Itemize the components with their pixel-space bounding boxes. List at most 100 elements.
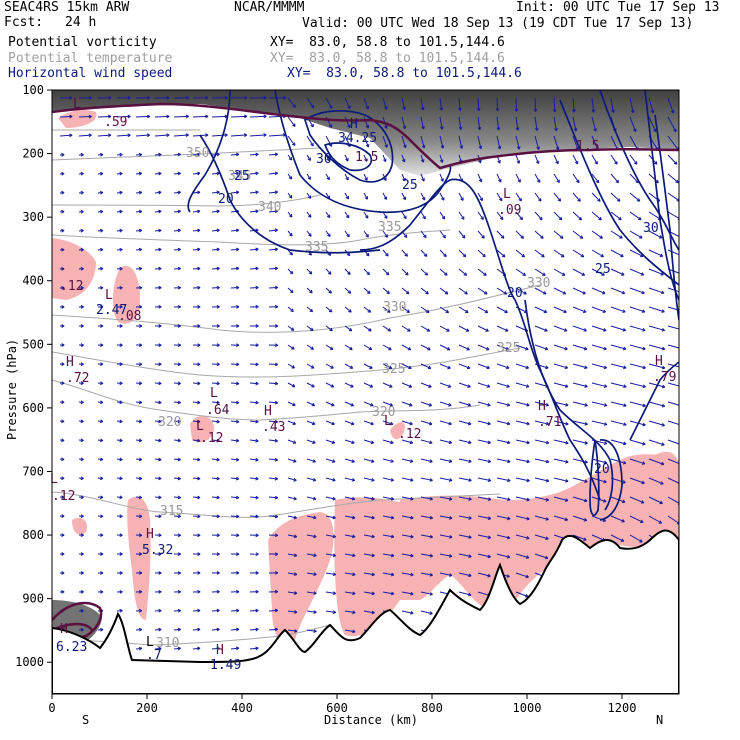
wind-vector	[363, 306, 372, 313]
wind-vector	[116, 533, 123, 538]
wind-vector	[420, 230, 427, 239]
extremum-value: .09	[498, 203, 521, 218]
wind-vector	[553, 211, 563, 221]
wind-vector	[325, 97, 333, 109]
wind-vector	[401, 211, 407, 220]
wind-vector	[173, 495, 181, 500]
wind-vector	[477, 249, 486, 258]
wind-vector	[306, 572, 317, 576]
wind-vector	[116, 152, 123, 157]
wind-vector	[477, 382, 491, 388]
wind-vector	[458, 553, 472, 558]
wind-vector	[515, 515, 530, 521]
wind-vector	[439, 325, 450, 332]
field-name-wind: Horizontal wind speed	[8, 66, 173, 81]
wind-vector	[306, 629, 317, 633]
y-tick-label: 200	[22, 147, 44, 161]
wind-vector	[401, 553, 414, 558]
wind-vector	[325, 211, 331, 219]
wind-vector	[287, 116, 296, 127]
forecast-hours: 24 h	[65, 15, 97, 30]
wind-vector	[59, 457, 65, 462]
wind-vector	[401, 515, 414, 520]
wind-vector	[287, 572, 298, 576]
field-name-pv: Potential vorticity	[8, 35, 157, 50]
wind-vector	[496, 401, 511, 407]
wind-vector	[382, 496, 395, 501]
wind-vector	[553, 363, 569, 370]
wind-vector	[211, 533, 220, 538]
wind-vector	[192, 438, 201, 443]
wind-vector	[116, 457, 123, 462]
wind-vector	[629, 116, 637, 132]
wind-label-30b: 30	[643, 221, 659, 236]
wind-vector	[382, 154, 387, 163]
wind-vector	[211, 646, 220, 651]
wind-vector	[458, 192, 464, 201]
wind-vector	[382, 420, 394, 426]
wind-vector	[553, 154, 559, 165]
wind-vector	[553, 515, 569, 522]
wind-vector	[420, 211, 426, 220]
wind-vector	[648, 420, 665, 427]
wind-vector	[382, 135, 388, 148]
wind-vector	[97, 438, 104, 443]
wind-vector	[192, 247, 201, 252]
wind-vector	[401, 401, 413, 407]
wind-vector	[420, 610, 433, 615]
wind-vector	[553, 325, 568, 332]
wind-vector	[230, 95, 248, 100]
wind-vector	[154, 400, 162, 405]
wind-vector	[325, 287, 332, 294]
wind-vector	[325, 458, 336, 463]
wind-vector	[439, 458, 453, 463]
wind-vector	[249, 381, 259, 386]
wind-vector	[496, 325, 509, 332]
wind-vector	[306, 439, 316, 444]
wind-vector	[325, 610, 337, 615]
wind-speed-contours	[187, 90, 679, 521]
wind-vector	[344, 363, 354, 369]
wind-vector	[287, 477, 297, 482]
wind-vector	[610, 496, 626, 504]
wind-vector	[363, 325, 372, 332]
wind-vector	[610, 230, 623, 239]
wind-vector	[287, 344, 295, 350]
extremum-value: .12	[60, 279, 83, 294]
wind-vector	[648, 249, 664, 258]
wind-vector	[610, 211, 622, 221]
wind-vector	[154, 552, 162, 556]
wind-vector	[515, 192, 522, 202]
wind-vector	[610, 325, 627, 332]
wind-vector	[325, 572, 337, 577]
wind-vector	[344, 154, 349, 162]
wind-vector	[59, 171, 65, 176]
wind-vector	[496, 173, 502, 183]
wind-vector	[439, 363, 451, 370]
wind-vector	[78, 400, 84, 405]
wind-vector	[363, 553, 375, 558]
wind-vector	[458, 268, 468, 276]
wind-vector	[591, 116, 597, 132]
wind-vector	[553, 382, 569, 388]
wind-vector	[477, 211, 484, 220]
wind-vector	[249, 457, 259, 462]
wind-vector	[306, 306, 314, 313]
wind-vector	[306, 97, 315, 109]
wind-label-30: 30	[316, 152, 332, 167]
wind-vector	[154, 95, 170, 100]
wind-vector	[496, 306, 508, 314]
wind-vector	[59, 266, 65, 271]
wind-vector	[496, 553, 511, 559]
wind-vector	[344, 192, 349, 200]
wind-vector	[306, 230, 312, 237]
wind-vector	[477, 230, 485, 239]
wind-vector	[287, 268, 294, 275]
wind-vector	[192, 533, 201, 538]
wind-vector	[477, 306, 489, 314]
wind-vector	[477, 458, 492, 464]
wind-vector	[439, 401, 452, 407]
wind-vector	[192, 419, 201, 424]
wind-vector	[534, 211, 543, 221]
wind-vector	[287, 629, 298, 633]
